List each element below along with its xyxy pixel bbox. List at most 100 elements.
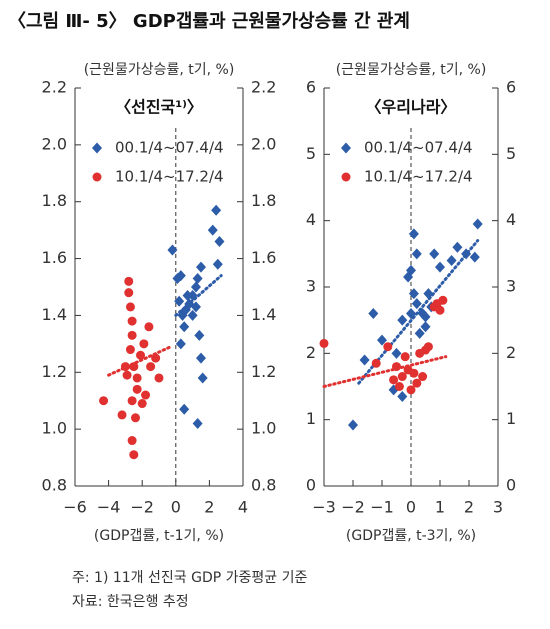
point [197,372,208,384]
point [141,390,151,400]
point [182,290,193,302]
point [192,272,203,284]
point [409,368,419,378]
x-tick-label: −2 [341,498,365,517]
trend-line [322,355,448,388]
y-tick-label: 0 [306,476,316,495]
x-tick-label: −4 [97,498,121,517]
source: 자료: 한국은행 추정 [72,594,189,610]
point [192,417,203,429]
point [435,261,445,273]
x-tick-label: 2 [464,498,474,517]
point [127,330,137,340]
y2-tick-label: 6 [506,78,516,97]
point [421,345,430,355]
legend-marker [92,172,102,182]
point [190,301,201,313]
point [438,295,448,305]
point [411,298,422,310]
y2-tick-label: 1.8 [251,191,276,210]
point [452,241,463,253]
point [125,302,135,312]
x-tick-label: −6 [63,498,87,517]
point [472,218,483,230]
y-tick-label: 1 [306,409,316,428]
y2-tick-label: 1 [506,409,516,428]
y2-tick-label: 0.8 [251,476,276,495]
point [411,248,422,260]
point [389,375,399,385]
point [391,347,402,359]
x-axis-label: (GDP갭률, t-1기, %) [94,528,224,544]
point [151,353,161,363]
point [377,334,387,346]
point [348,419,358,431]
point [194,329,205,341]
point [187,290,198,302]
point [132,384,142,394]
y-tick-label: 2 [306,343,316,362]
point [137,399,147,409]
x-tick-label: 1 [435,498,445,517]
point [124,288,134,298]
trend-line [357,239,480,385]
legend-label: 00.1/4~07.4/4 [364,139,473,157]
point [371,358,381,368]
point [414,327,425,339]
point [127,436,137,446]
x-tick-label: −2 [130,498,154,517]
point [124,276,134,286]
x-tick-label: 4 [238,498,248,517]
point [392,362,401,372]
point [175,338,186,350]
point [167,244,178,256]
y2-tick-label: 2.0 [251,134,276,153]
point [319,338,329,348]
point [139,339,149,349]
y2-tick-label: 2 [506,343,516,362]
y-tick-label: 6 [306,78,316,97]
y2-tick-label: 0 [506,476,516,495]
y-tick-label: 1.2 [42,362,67,381]
legend-marker [341,142,351,154]
point [420,321,431,333]
x-tick-label: 3 [493,498,503,517]
point [400,352,410,362]
point [129,450,139,460]
point [412,378,422,388]
y2-tick-label: 1.2 [251,362,276,381]
y-tick-label: 1.0 [42,419,67,438]
point [406,385,416,395]
point [175,270,186,282]
point [214,236,225,248]
legend-label: 10.1/4~17.2/4 [364,168,473,186]
point [211,204,222,216]
y2-tick-label: 4 [506,210,516,229]
point [127,396,137,406]
point [383,342,393,352]
trend-line [107,345,173,377]
point [420,311,431,323]
point [187,309,198,321]
point [127,316,137,326]
point [397,314,408,326]
point [154,373,164,383]
point [144,322,154,332]
point [418,372,428,382]
point [117,410,127,420]
y-tick-label: 2.2 [42,78,67,97]
x-tick-label: 2 [204,498,214,517]
y2-tick-label: 5 [506,144,516,163]
point [122,370,132,380]
panel-title: 〈우리나라〉 [366,98,457,117]
point [132,373,142,383]
y-tick-label: 2.0 [42,134,67,153]
y-tick-label: 1.6 [42,248,67,267]
point [146,362,156,372]
y2-tick-label: 1.6 [251,248,276,267]
y-tick-label: 1.8 [42,191,67,210]
point [190,281,201,293]
point [179,321,190,333]
x-tick-label: 0 [171,498,181,517]
